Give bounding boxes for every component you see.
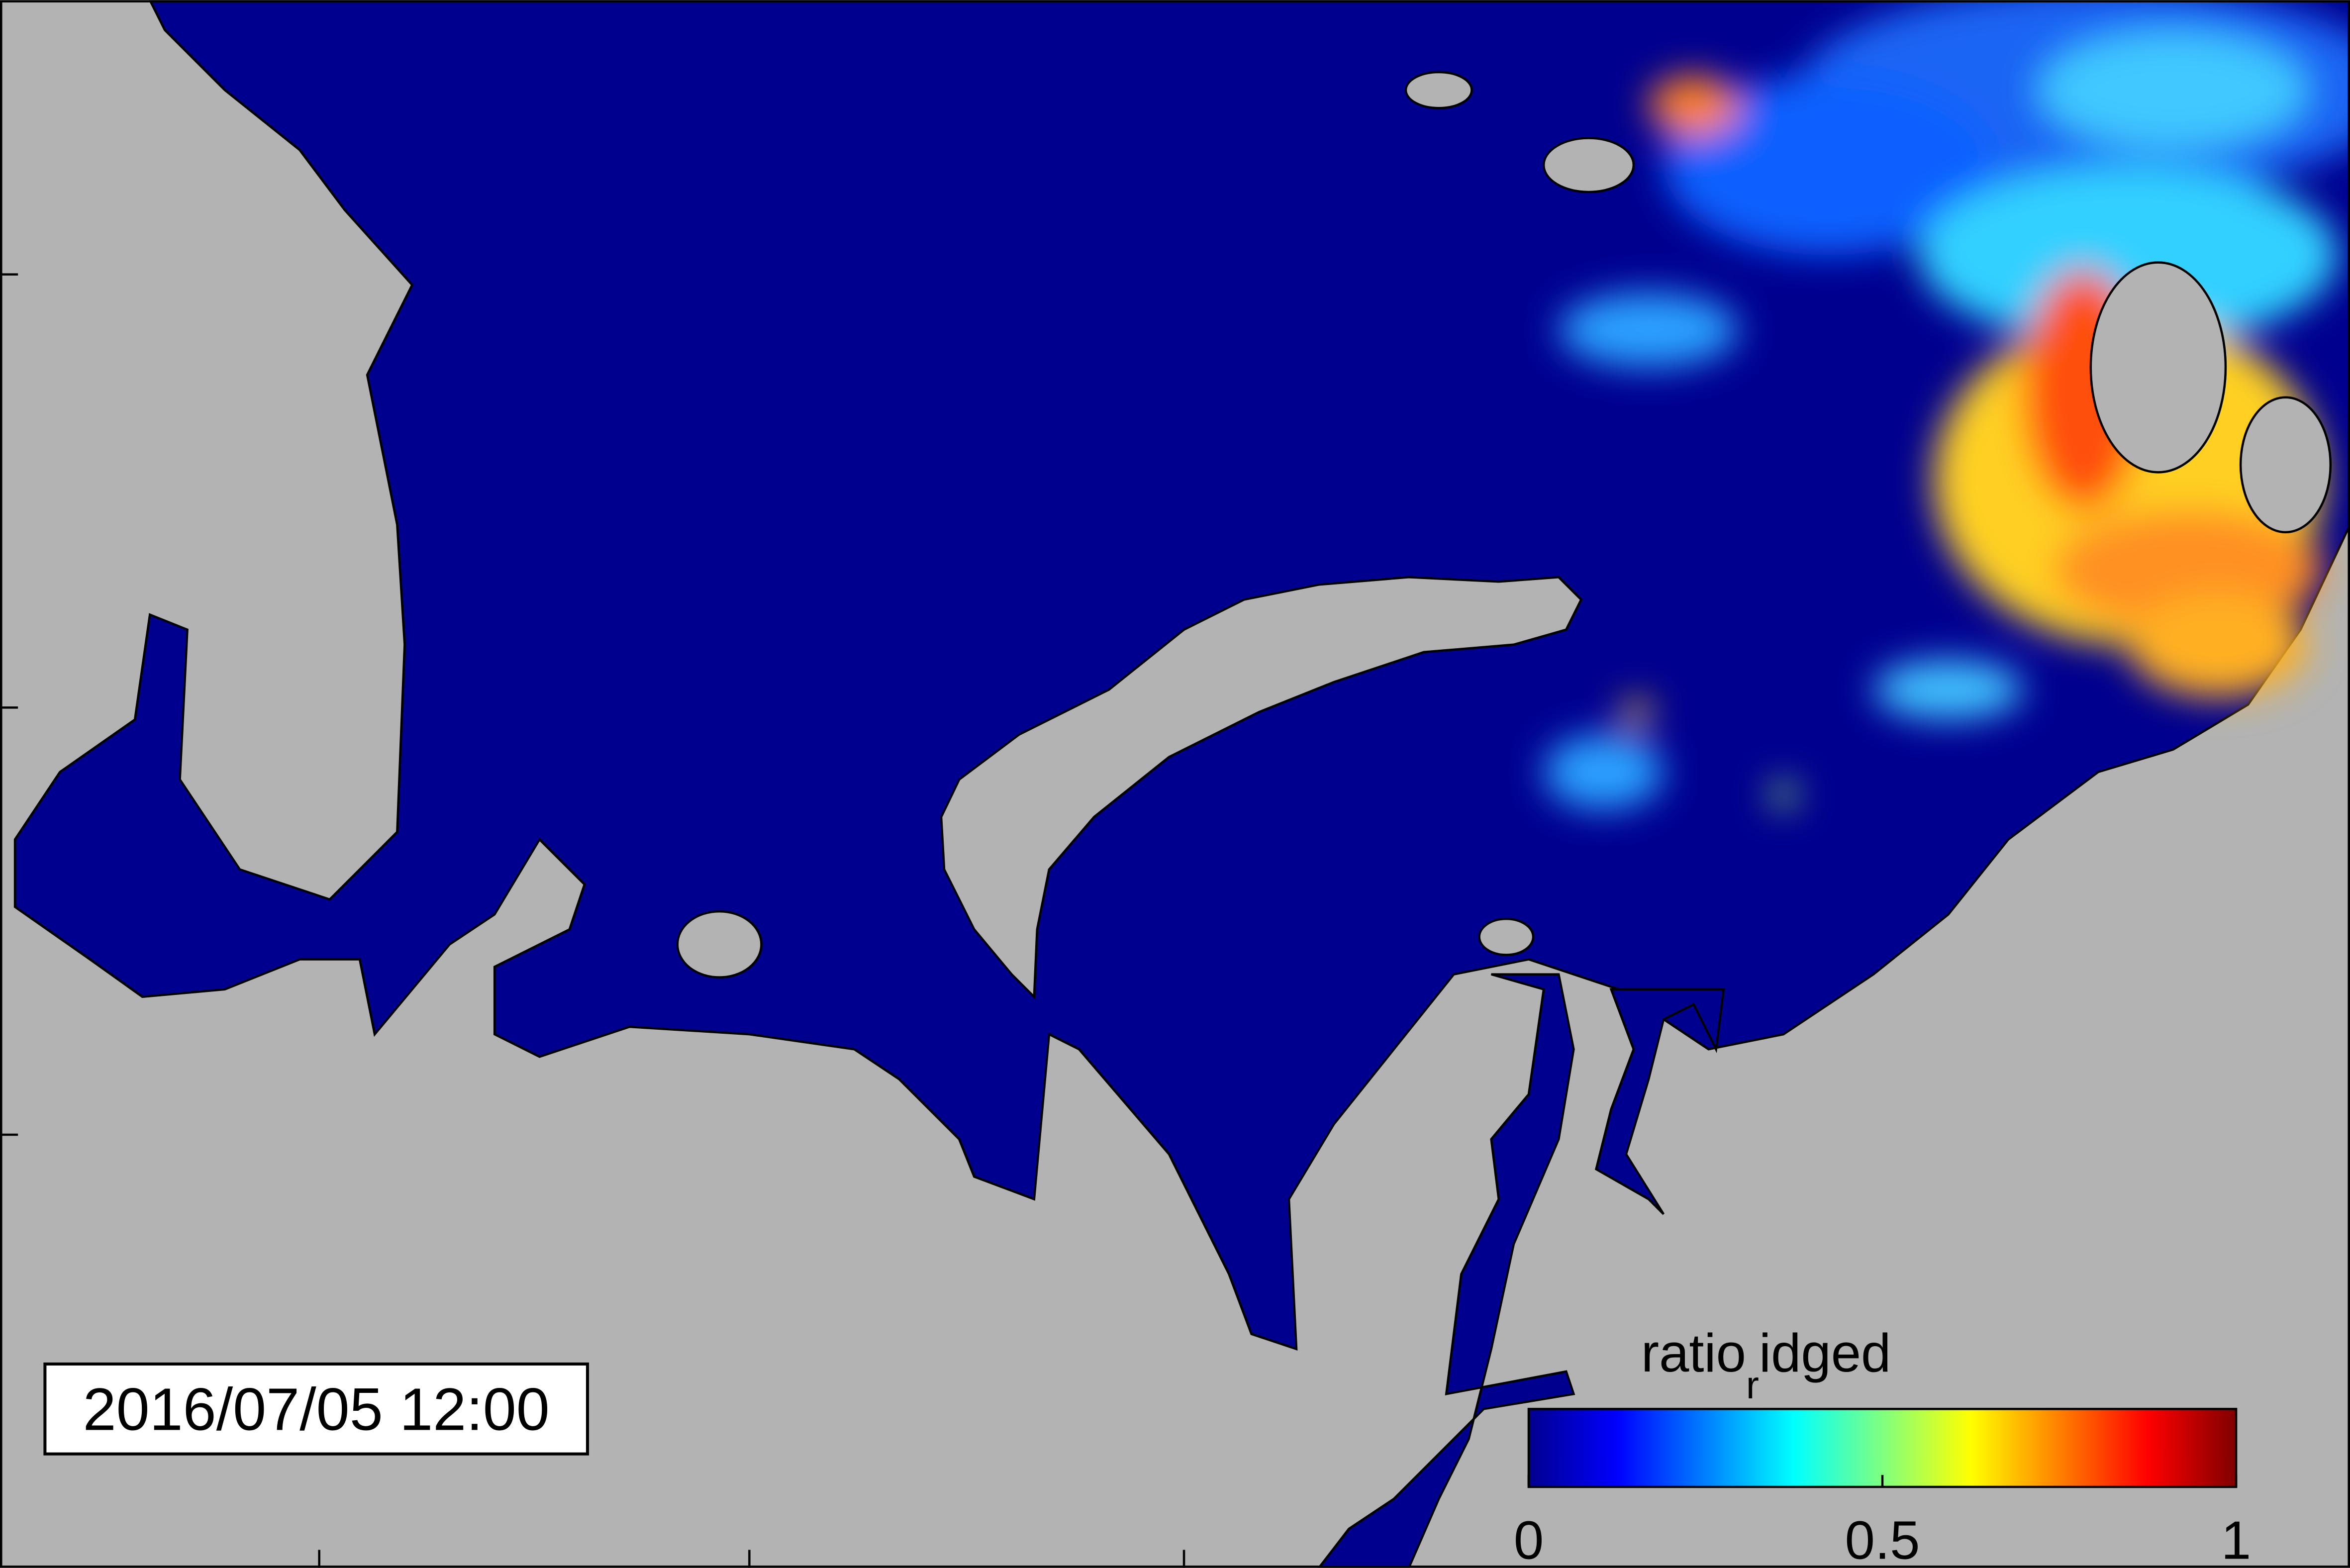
colorbar-title: ratioridged	[1641, 1323, 1891, 1407]
island	[676, 910, 763, 979]
colorbar-tick-label: 0	[1514, 1510, 1544, 1568]
colorbar-tick-label: 0.5	[1845, 1510, 1920, 1568]
island	[1542, 137, 1635, 194]
white-sea-channel	[1317, 973, 1575, 1568]
island	[1478, 917, 1535, 956]
colorbar-title-subscript: r	[1746, 1363, 1759, 1407]
colorbar-tick-label: 1	[2221, 1510, 2251, 1568]
sea-ice	[1544, 0, 2350, 810]
axis-ticks	[0, 273, 1185, 1568]
island	[2089, 261, 2227, 474]
timestamp: 2016/07/05 12:00	[83, 1375, 550, 1443]
timestamp-box	[43, 1362, 589, 1456]
colorbar-title-main: ratio	[1641, 1323, 1746, 1383]
colorbar-title-rest: idged	[1759, 1323, 1891, 1383]
novaya-zemlya	[940, 576, 1583, 1000]
inlet	[1594, 988, 1725, 1215]
island	[2239, 396, 2332, 534]
colorbar	[1527, 1408, 2238, 1488]
island	[1404, 71, 1473, 109]
